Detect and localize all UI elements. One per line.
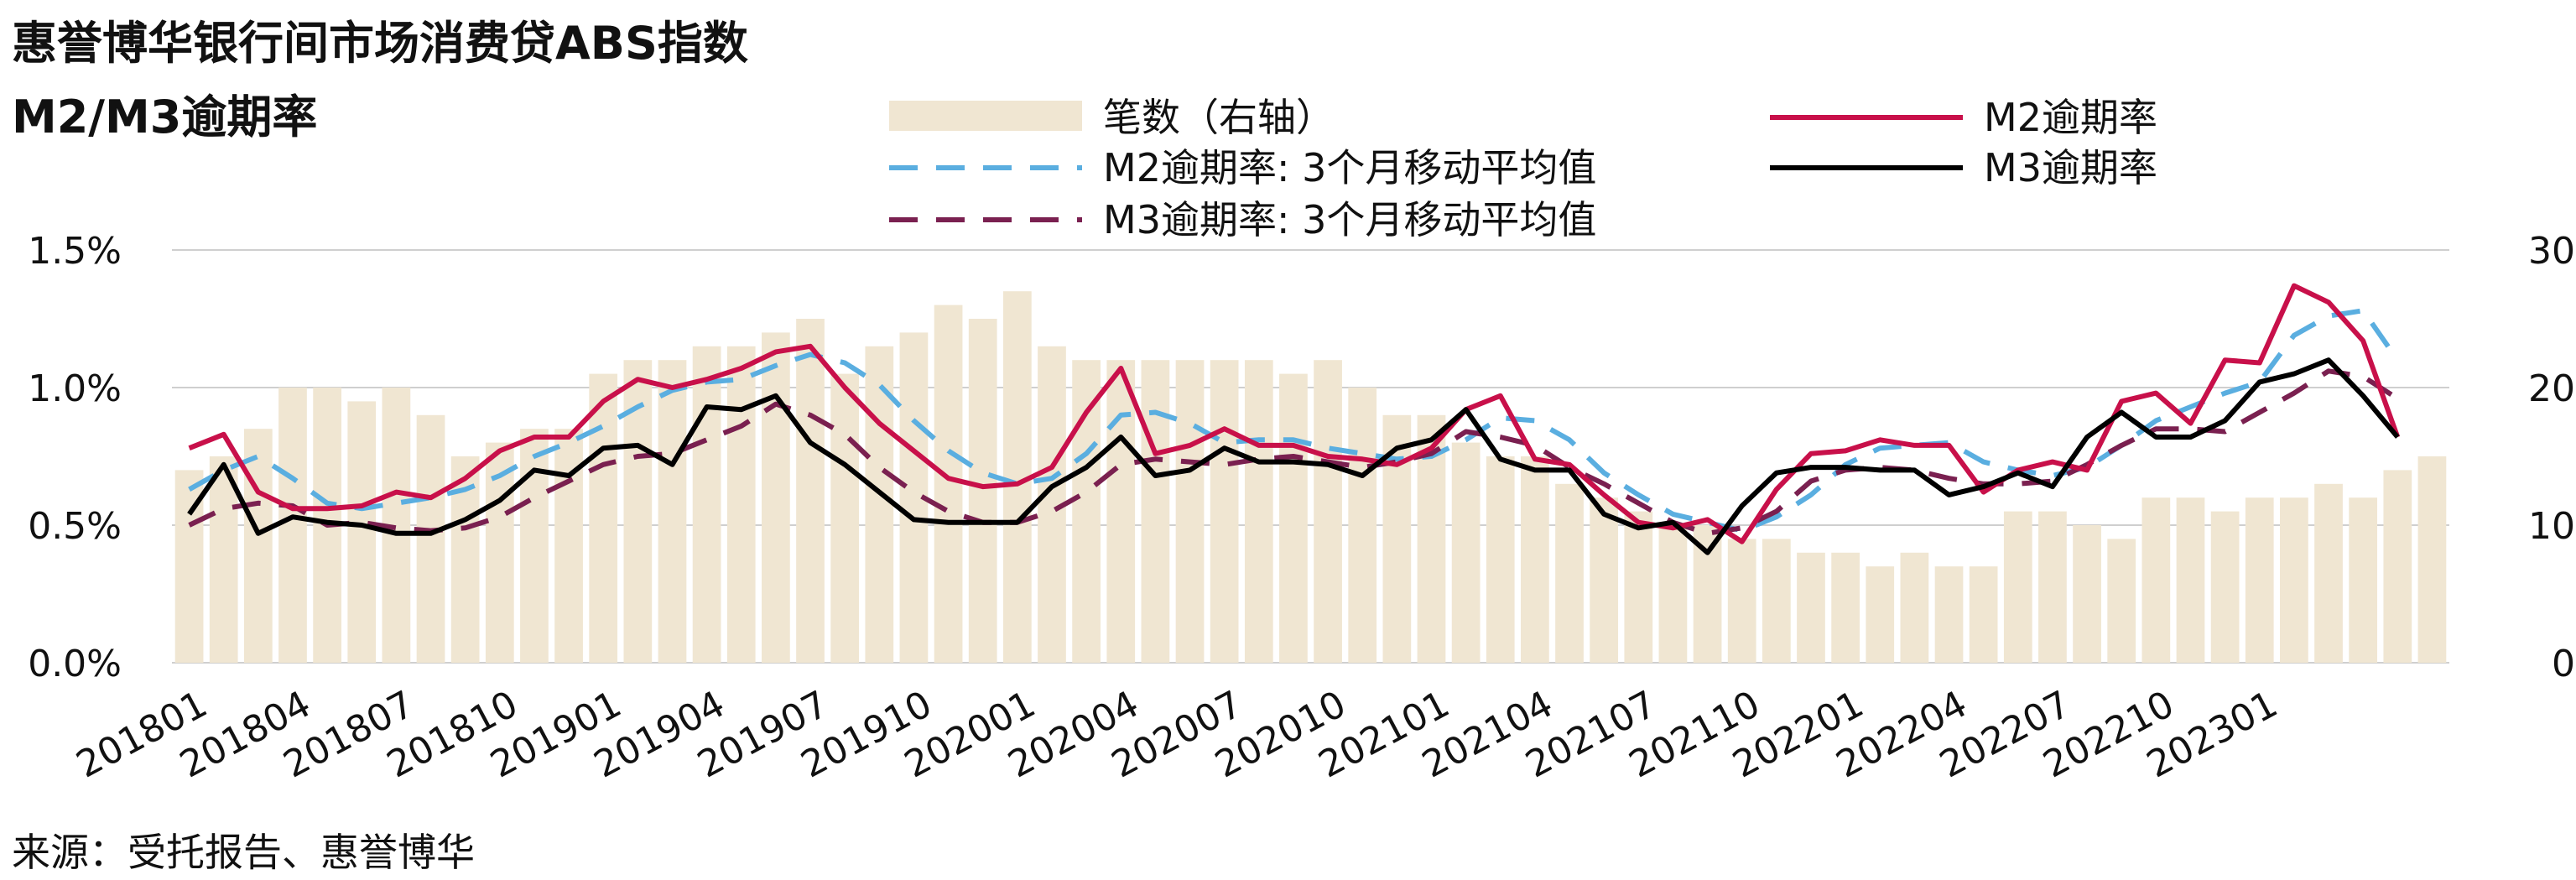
count-bar [1727,539,1756,663]
line-layer [187,283,2401,555]
count-bar [1210,360,1239,663]
count-bar [968,319,997,663]
count-bar [416,414,445,663]
count-bar [2073,525,2101,663]
count-bar [2383,470,2412,663]
count-bar [1451,442,1481,663]
count-bar [2417,456,2447,663]
legend-label: M3逾期率 [1984,145,2157,190]
y-right-tick-label: 0 [2552,643,2575,685]
count-bar [1072,360,1101,663]
legend-label: 笔数（右轴） [1103,95,1335,140]
count-bar [1244,360,1273,663]
count-bar [830,373,860,663]
count-bar [2141,497,2171,663]
count-bar [589,373,618,663]
count-bar [1831,552,1860,663]
count-bar [1314,360,1342,663]
count-bar [1762,539,1791,663]
count-bar [692,346,721,663]
count-bar [1866,566,1895,663]
count-bar [1934,566,1964,663]
count-bar [1797,552,1825,663]
count-bar [1658,525,1688,663]
count-bar [1555,483,1584,663]
count-bar [1969,566,1998,663]
legend-label: M2逾期率: 3个月移动平均值 [1103,145,1596,190]
chart-title: 惠誉博华银行间市场消费贷ABS指数 [12,17,748,70]
y-right-tick-label: 10 [2528,505,2575,548]
count-bar [2349,497,2378,663]
source-note: 来源：受托报告、惠誉博华 [12,830,475,875]
count-bar [1900,552,1929,663]
series-line [188,308,2400,534]
count-bar [796,319,825,663]
y-right-tick-label: 20 [2528,367,2575,410]
y-left-tick-label: 0.5% [28,505,122,548]
series-line [187,357,2400,555]
count-bar [2176,497,2205,663]
y-left-tick-label: 1.0% [28,367,122,410]
y-left-tick-label: 0.0% [28,643,122,685]
count-bar [2038,511,2067,663]
count-bar [243,429,273,663]
grid-layer [172,249,2449,664]
count-bar [2107,539,2136,663]
count-bar [485,442,514,663]
count-bar [520,429,549,663]
count-bar [2314,483,2343,663]
count-bar [347,401,377,663]
count-bar [1348,388,1377,663]
legend-label: M2逾期率 [1984,95,2157,140]
count-bar [278,388,307,663]
bar-layer [174,291,2447,663]
count-bar [209,456,238,663]
count-bar [1279,373,1308,663]
count-bar [2210,511,2240,663]
series-line [188,283,2401,544]
chart-subtitle: M2/M3逾期率 [12,91,318,143]
count-bar [2280,497,2308,663]
count-bar [1141,360,1170,663]
count-bar [865,346,894,663]
legend-label: M3逾期率: 3个月移动平均值 [1103,197,1596,242]
count-bar [934,305,963,663]
count-bar [762,332,790,663]
count-bar [2245,497,2274,663]
count-bar [726,346,756,663]
legend-swatch-bars [889,101,1082,131]
count-bar [1693,525,1722,663]
count-bar [1521,456,1549,663]
count-bar [1382,414,1412,663]
count-bar [1175,360,1205,663]
count-bar [1590,497,1619,663]
count-bar [1106,360,1136,663]
count-bar [658,360,687,663]
legend-layer: 笔数（右轴） M2逾期率 M2逾期率: 3个月移动平均值 M3逾期率 M3逾期率: 3个… [889,95,2157,242]
count-bar [1624,511,1653,663]
y-left-tick-label: 1.5% [28,230,122,273]
count-bar [1486,456,1515,663]
series-line [188,368,2399,536]
count-bar [554,429,583,663]
y-right-tick-label: 30 [2528,230,2575,273]
count-bar [2003,511,2032,663]
